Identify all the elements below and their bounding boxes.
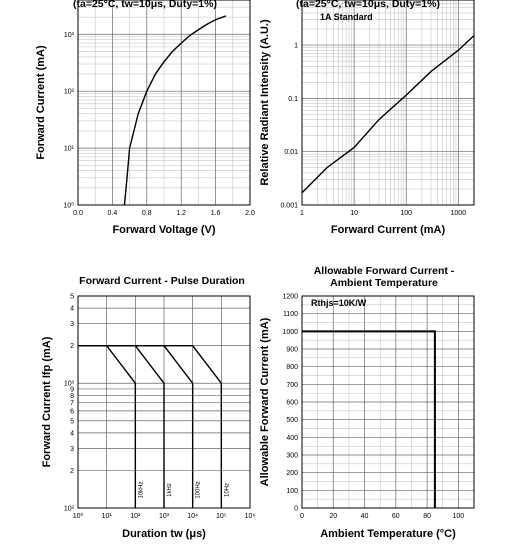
- y-tick-label: 200: [286, 470, 298, 477]
- data-line: [78, 344, 223, 508]
- y-tick-label: 10¹: [64, 146, 75, 153]
- data-line: [78, 344, 165, 508]
- y-tick-label: 4: [70, 306, 74, 313]
- x-tick-label: 1.2: [176, 210, 186, 217]
- x-tick-label: 0.0: [73, 210, 83, 217]
- chart-title: Forward Current - Pulse Duration: [79, 275, 245, 287]
- y-tick-label: 5: [70, 418, 74, 425]
- annotation: 1A Standard: [320, 12, 373, 22]
- chart-title: (ta=25°C, tw=10μs, Duty=1%): [296, 0, 440, 10]
- x-tick-label: 2.0: [245, 210, 255, 217]
- y-tick-label: 10²: [64, 506, 75, 513]
- y-axis-label: Relative Radiant Intensity (A.U.): [259, 19, 271, 186]
- y-tick-label: 5: [70, 294, 74, 301]
- y-tick-label: 1100: [283, 311, 298, 318]
- x-axis-label: Forward Current (mA): [331, 224, 446, 236]
- x-tick-label: 20: [329, 513, 337, 520]
- x-tick-label: 10⁰: [73, 512, 84, 520]
- y-tick-label: 2: [70, 468, 74, 475]
- y-tick-label: 300: [286, 453, 298, 460]
- y-axis-label: Forward Current (mA): [35, 45, 47, 160]
- x-tick-label: 10⁴: [187, 513, 198, 520]
- y-tick-label: 6: [70, 408, 74, 415]
- y-tick-label: 4: [70, 430, 74, 437]
- y-tick-label: 100: [286, 488, 298, 495]
- y-tick-label: 0.001: [280, 203, 298, 210]
- x-tick-label: 0: [300, 513, 304, 520]
- x-tick-label: 10²: [130, 513, 141, 520]
- y-tick-label: 700: [286, 382, 298, 389]
- series-label: 1kHz: [167, 483, 173, 497]
- x-tick-label: 10¹: [102, 513, 113, 520]
- y-tick-label: 10³: [64, 32, 75, 39]
- y-tick-label: 0: [294, 506, 298, 513]
- y-axis-label: Forward Current Ifp (mA): [41, 336, 53, 467]
- y-tick-label: 3: [70, 321, 74, 328]
- y-tick-label: 7: [70, 400, 74, 407]
- y-tick-label: 800: [286, 364, 298, 371]
- y-tick-label: 1200: [282, 294, 298, 301]
- x-tick-label: 10⁶: [245, 513, 256, 520]
- y-tick-label: 1000: [282, 329, 298, 336]
- x-tick-label: 10³: [159, 513, 170, 520]
- data-line: [302, 330, 436, 508]
- x-tick-label: 80: [423, 513, 431, 520]
- y-tick-label: 0.1: [288, 96, 298, 103]
- y-tick-label: 600: [286, 400, 298, 407]
- plot-frame: [77, 0, 251, 206]
- y-tick-label: 1: [294, 43, 298, 50]
- y-tick-label: 10²: [64, 89, 75, 96]
- y-tick-label: 900: [286, 347, 298, 354]
- data-line: [301, 35, 475, 194]
- x-tick-label: 1: [300, 210, 304, 217]
- x-tick-label: 100: [400, 210, 412, 217]
- x-tick-label: 100: [453, 513, 465, 520]
- x-axis-label: Ambient Temperature (°C): [320, 528, 456, 540]
- chart-title: Ambient Temperature: [330, 277, 438, 289]
- y-axis-label: Allowable Forward Current (mA): [259, 317, 271, 486]
- x-tick-label: 1.6: [211, 210, 221, 217]
- y-tick-label: 0.01: [284, 149, 298, 156]
- x-tick-label: 10⁵: [216, 513, 227, 520]
- x-axis-label: Duration tw (μs): [122, 528, 206, 540]
- series-label: 10kHz: [138, 481, 144, 498]
- y-tick-label: 3: [70, 446, 74, 453]
- series-label: 10Hz: [224, 483, 230, 497]
- chart-title: (ta=25°C, tw=10μs, Duty=1%): [73, 0, 217, 10]
- y-tick-label: 500: [286, 417, 298, 424]
- x-tick-label: 60: [392, 513, 400, 520]
- annotation: Rthjs=10K/W: [311, 298, 367, 308]
- data-line: [123, 15, 227, 206]
- chart-title: Allowable Forward Current -: [314, 265, 455, 277]
- x-tick-label: 0.8: [142, 210, 152, 217]
- x-tick-label: 40: [361, 513, 369, 520]
- series-label: 100Hz: [196, 481, 202, 498]
- x-axis-label: Forward Voltage (V): [112, 224, 215, 236]
- y-tick-label: 10⁰: [63, 202, 74, 210]
- y-tick-label: 9: [70, 386, 74, 393]
- plot-frame: [301, 0, 475, 206]
- x-tick-label: 0.4: [108, 210, 118, 217]
- x-tick-label: 1000: [451, 210, 467, 217]
- y-tick-label: 8: [70, 393, 74, 400]
- y-tick-label: 10³: [64, 381, 75, 388]
- plot-frame: [301, 295, 475, 509]
- y-tick-label: 400: [286, 435, 298, 442]
- y-tick-label: 2: [70, 343, 74, 350]
- x-tick-label: 10: [350, 210, 358, 217]
